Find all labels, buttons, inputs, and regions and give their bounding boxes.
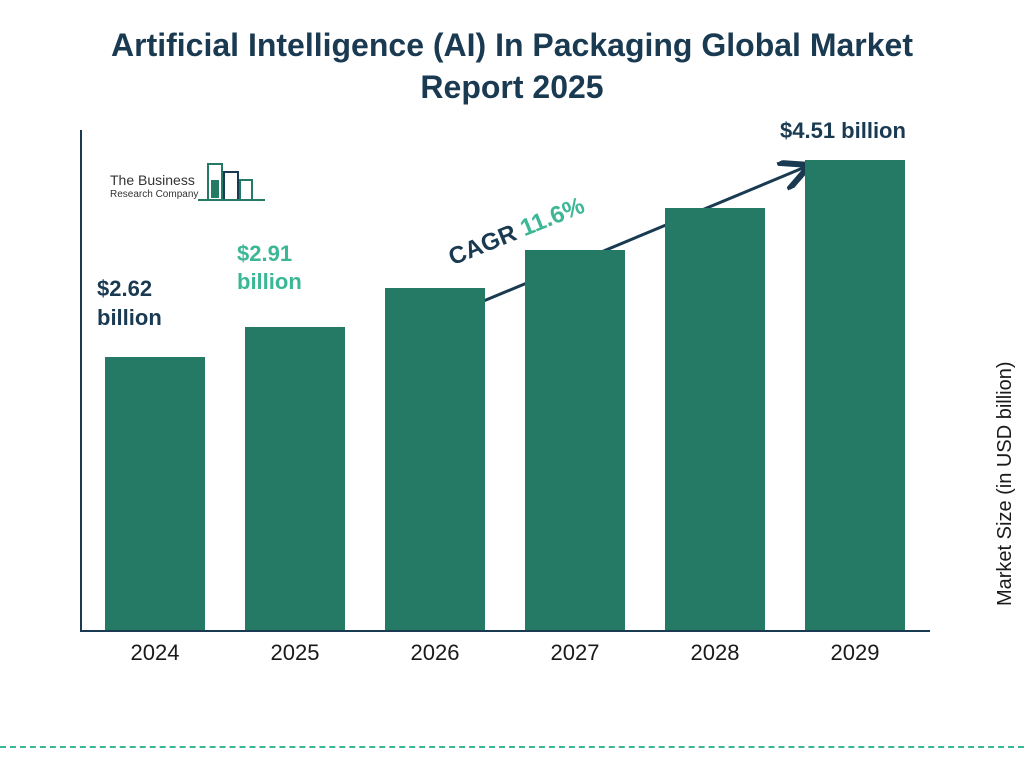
bar-value-label: $2.62billion [97,275,162,332]
chart-title: Artificial Intelligence (AI) In Packagin… [0,0,1024,118]
bar-value-label: $4.51 billion [780,117,906,146]
bar [385,288,485,630]
x-axis-tick-label: 2025 [245,640,345,666]
bar [665,208,765,630]
bar-value-label: $2.91billion [237,240,302,297]
x-axis-line [80,630,930,632]
x-axis-tick-label: 2029 [805,640,905,666]
chart-plot-area: CAGR 11.6% 202420252026202720282029$2.62… [80,130,940,690]
x-axis-tick-label: 2026 [385,640,485,666]
x-axis-tick-label: 2024 [105,640,205,666]
x-axis-tick-label: 2028 [665,640,765,666]
y-axis-label: Market Size (in USD billion) [995,362,1018,607]
x-axis-tick-label: 2027 [525,640,625,666]
bottom-divider [0,746,1024,748]
bar [245,327,345,630]
bar [525,250,625,630]
bar [805,160,905,630]
bar [105,357,205,630]
